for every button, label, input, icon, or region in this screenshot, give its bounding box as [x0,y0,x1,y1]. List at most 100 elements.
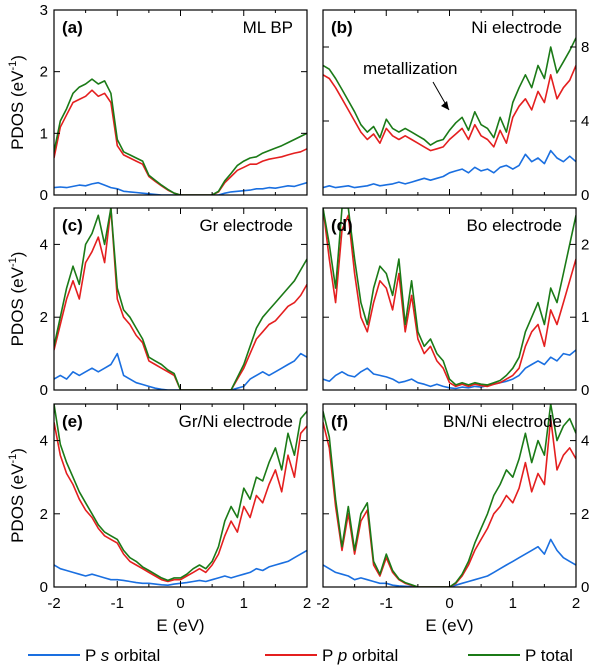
y-tick-label: 1 [40,125,48,142]
legend-item-s: P s orbital [28,646,160,665]
y-tick-label: 0 [581,187,589,204]
series-line-p [54,89,307,195]
panel-title: ML BP [243,18,293,37]
legend: P s orbital P p orbital P total [28,646,573,665]
y-tick-label: 0 [581,579,589,596]
x-tick-label: 1 [509,595,517,612]
annotation-text: metallization [363,59,458,78]
series-line-p [323,65,576,152]
series-line-s [323,538,576,587]
y-axis-label-sup: -1 [7,257,19,267]
x-tick-label: -1 [380,595,393,612]
x-axis-label: E (eV) [156,616,204,635]
panel-title: BN/Ni electrode [443,412,562,431]
y-tick-label: 2 [40,64,48,81]
y-tick-label: 2 [40,309,48,326]
y-axis-label-close: ) [8,448,27,454]
series-group [323,37,576,189]
x-tick-label: 1 [240,595,248,612]
x-axis-labels: -2 -1 0 1 2 E (eV) -2 -1 0 1 2 E (eV) [47,595,580,635]
series-group [323,404,576,587]
series-group [54,208,307,390]
x-tick-label: 0 [445,595,453,612]
panel-frame [53,9,308,196]
panel-a: 0 1 2 3 (a) ML BP [40,2,308,204]
panel-e: 0 2 4 (e) Gr/Ni electrode [40,403,308,596]
y-tick-label: 0 [40,382,48,399]
y-tick-label: 8 [581,39,589,56]
series-group [54,78,307,195]
series-line-p [323,417,576,587]
annotation-arrowhead [441,101,449,110]
y-tick-label: 4 [581,113,589,130]
x-tick-label: -2 [316,595,329,612]
y-tick-label: 0 [40,579,48,596]
legend-label-suffix: orbital [347,646,398,665]
series-line-p [323,208,576,388]
panel-label: (e) [62,412,83,431]
x-tick-label: 0 [176,595,184,612]
y-tick-label: 2 [40,506,48,523]
panel-frame [322,403,577,588]
y-tick-label: 2 [581,236,589,253]
series-line-s [54,352,307,390]
y-tick-label: 3 [40,2,48,19]
legend-label-prefix: P total [525,646,573,665]
panel-label: (b) [331,18,353,37]
x-axis-label: E (eV) [425,616,473,635]
x-tick-label: 2 [303,595,311,612]
y-axis-label-main: PDOS (eV [8,463,27,543]
panel-label: (a) [62,18,83,37]
panel-frame [322,9,577,196]
panel-b: 0 4 8 (b) Ni electrode metallization [322,9,589,204]
legend-label: P total [525,646,573,665]
series-group [54,404,307,587]
panel-label: (f) [331,412,348,431]
x-tick-label: -2 [47,595,60,612]
panel-title: Gr electrode [199,216,293,235]
panel-frame [53,207,308,391]
y-axis-label: PDOS (eV-1) [7,55,27,150]
y-tick-label: 2 [581,506,589,523]
series-line-p [54,422,307,583]
legend-item-total: P total [468,646,573,665]
panel-title: Bo electrode [467,216,562,235]
y-axis-label: PDOS (eV-1) [7,252,27,347]
y-axis-label-close: ) [8,55,27,61]
panel-label: (c) [62,216,83,235]
y-tick-label: 4 [40,236,48,253]
panels-layer: 0 1 2 3 (a) ML BP 0 4 8 (b) Ni electrode metallizat… [40,2,590,596]
y-axis-label: PDOS (eV-1) [7,448,27,543]
x-tick-label: 2 [572,595,580,612]
panel-d: 0 1 2 (d) Bo electrode [322,207,589,399]
x-tick-label: -1 [111,595,124,612]
legend-item-p: P p orbital [265,646,398,665]
y-axis-labels: PDOS (eV-1)PDOS (eV-1)PDOS (eV-1) [7,55,27,543]
legend-label-prefix: P [85,646,101,665]
series-line-s [54,181,307,195]
panel-frame [53,403,308,588]
legend-label-suffix: orbital [109,646,160,665]
legend-label: P s orbital [85,646,160,665]
y-tick-label: 4 [581,433,589,450]
series-line-total [323,208,576,386]
series-line-total [323,404,576,587]
series-line-p [54,208,307,390]
y-tick-label: 0 [581,382,589,399]
series-group [323,208,576,390]
panel-title: Ni electrode [471,18,562,37]
series-line-total [54,78,307,195]
y-tick-label: 1 [581,309,589,326]
series-line-total [323,37,576,146]
legend-label-prefix: P [322,646,338,665]
panel-f: 0 2 4 (f) BN/Ni electrode [322,403,589,596]
y-tick-label: 0 [40,187,48,204]
y-tick-label: 4 [40,433,48,450]
y-axis-label-sup: -1 [7,454,19,464]
y-axis-label-main: PDOS (eV [8,266,27,346]
panel-c: 0 2 4 (c) Gr electrode [40,207,308,399]
legend-label-italic: p [337,646,347,665]
y-axis-label-main: PDOS (eV [8,70,27,150]
series-line-total [54,208,307,390]
